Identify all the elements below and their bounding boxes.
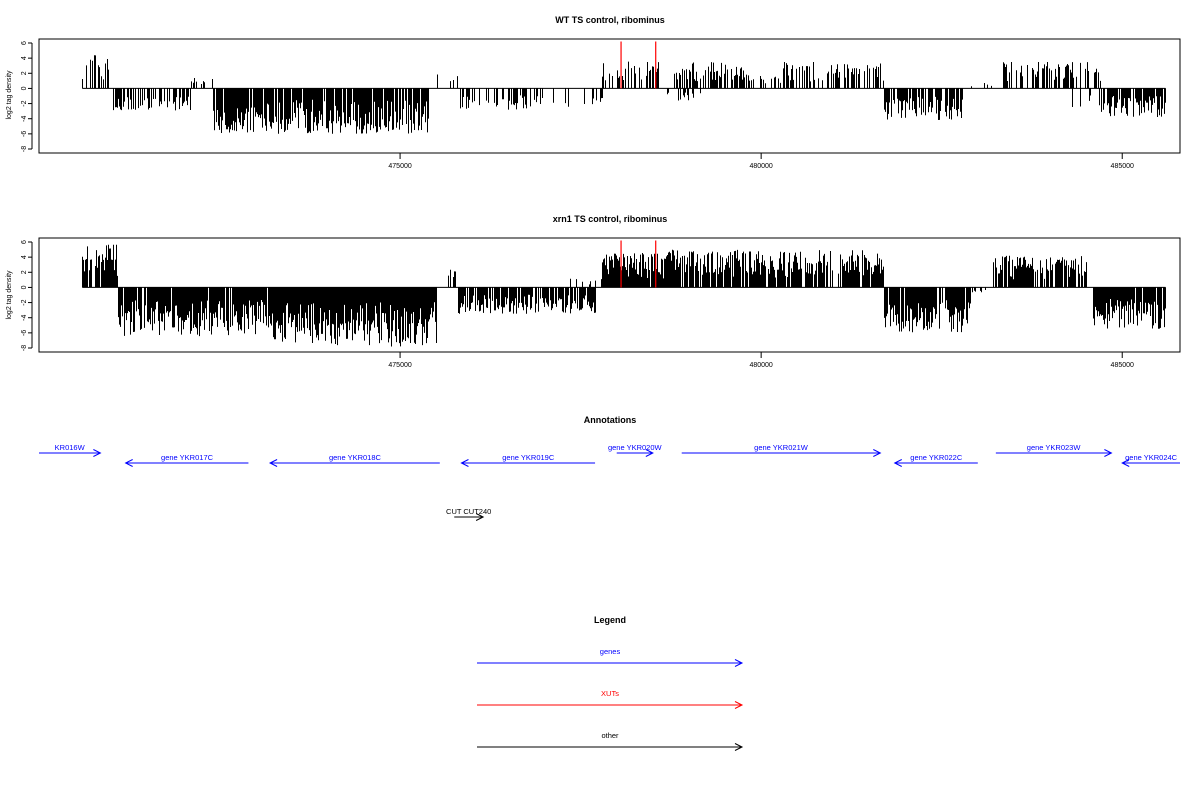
plot-frame — [38, 38, 1181, 154]
xrn1-signal-panel: xrn1 TS control, ribominus log2 tag dens… — [6, 214, 1181, 369]
feature-arrow-head — [475, 513, 485, 521]
legend-label: XUTs — [601, 689, 619, 698]
y-tick-label: -4 — [21, 315, 28, 321]
feature-arrow-head — [93, 449, 102, 457]
y-tick-label: 4 — [21, 255, 28, 259]
signal-bars — [82, 244, 1166, 347]
y-axis: 6 4 2 0 -2 -4 -6 -8 — [21, 240, 33, 351]
y-tick-label: 0 — [21, 86, 28, 90]
x-tick-label: 475000 — [388, 362, 411, 369]
feature-label: gene YKR019C — [502, 453, 555, 462]
x-tick-label: 480000 — [749, 163, 772, 170]
feature: KR016W — [39, 443, 102, 457]
xut-markers — [620, 240, 657, 288]
y-tick-label: -8 — [21, 146, 28, 152]
legend-entry: XUTs — [477, 689, 744, 709]
y-tick-label: 6 — [21, 41, 28, 45]
feature-label: gene YKR023W — [1027, 443, 1082, 452]
feature-arrow-head — [268, 459, 278, 467]
feature-label: gene YKR020W — [608, 443, 663, 452]
y-tick-label: 6 — [21, 240, 28, 244]
xut-markers — [620, 41, 657, 89]
legend-swatch-head — [734, 743, 744, 751]
legend-title: Legend — [594, 615, 626, 625]
annotations-title: Annotations — [584, 415, 637, 425]
y-tick-label: 2 — [21, 270, 28, 274]
y-tick-label: -8 — [21, 345, 28, 351]
y-tick-label: 4 — [21, 56, 28, 60]
feature-arrow-head — [645, 449, 654, 457]
x-axis: 475000 480000 485000 — [388, 153, 1134, 170]
y-tick-label: -6 — [21, 131, 28, 137]
feature-label: gene YKR017C — [161, 453, 214, 462]
panel-title: WT TS control, ribominus — [555, 15, 665, 25]
y-axis-label: log2 tag density — [6, 270, 13, 320]
legend-entries: genes XUTs other — [477, 647, 744, 751]
feature: gene YKR020W — [608, 443, 663, 457]
signal-bars — [82, 55, 1166, 134]
legend-swatch-head — [734, 701, 744, 709]
y-tick-label: -2 — [21, 299, 28, 305]
x-tick-label: 485000 — [1111, 362, 1134, 369]
y-tick-label: -6 — [21, 330, 28, 336]
feature-label: gene YKR018C — [329, 453, 382, 462]
legend-entry: genes — [477, 647, 744, 667]
feature-label: gene YKR021W — [754, 443, 809, 452]
legend-label: genes — [600, 647, 621, 656]
y-axis: 6 4 2 0 -2 -4 -6 -8 — [21, 41, 33, 152]
x-tick-label: 485000 — [1111, 163, 1134, 170]
plot-frame — [38, 237, 1181, 353]
feature-label: gene YKR024C — [1125, 453, 1178, 462]
legend-label: other — [601, 731, 619, 740]
feature-arrow-head — [460, 459, 469, 467]
feature-list: KR016W gene YKR017C gene YKR018C gene YKR01… — [39, 443, 1180, 521]
feature-arrow-head — [873, 449, 882, 457]
x-tick-label: 480000 — [749, 362, 772, 369]
y-tick-label: 0 — [21, 285, 28, 289]
y-tick-label: -2 — [21, 100, 28, 106]
y-tick-label: -4 — [21, 116, 28, 122]
y-tick-label: 2 — [21, 71, 28, 75]
feature-arrow-head — [1121, 459, 1130, 467]
feature-label: gene YKR022C — [910, 453, 963, 462]
feature-label: CUT CUT240 — [446, 507, 491, 516]
y-axis-label: log2 tag density — [6, 70, 13, 120]
feature: gene YKR021W — [681, 443, 882, 457]
x-tick-label: 475000 — [388, 163, 411, 170]
feature: gene YKR023W — [995, 443, 1113, 457]
legend-entry: other — [477, 731, 744, 751]
feature: gene YKR018C — [268, 453, 440, 467]
annotations-track: Annotations KR016W gene YKR017C gene YKR01… — [39, 415, 1180, 521]
feature: gene YKR024C — [1121, 453, 1180, 467]
feature-arrow-head — [1104, 449, 1113, 457]
panel-title: xrn1 TS control, ribominus — [553, 214, 668, 224]
feature: gene YKR022C — [893, 453, 978, 467]
feature-label: KR016W — [55, 443, 86, 452]
wt-signal-panel: WT TS control, ribominus log2 tag densit… — [6, 15, 1181, 170]
feature-arrow-head — [893, 459, 902, 467]
feature-arrow-head — [124, 459, 133, 467]
feature: gene YKR019C — [460, 453, 596, 467]
feature: gene YKR017C — [124, 453, 249, 467]
legend: Legend genes XUTs other — [477, 615, 744, 751]
feature: CUT CUT240 — [446, 507, 491, 521]
legend-swatch-head — [734, 659, 744, 667]
x-axis: 475000 480000 485000 — [388, 352, 1134, 369]
